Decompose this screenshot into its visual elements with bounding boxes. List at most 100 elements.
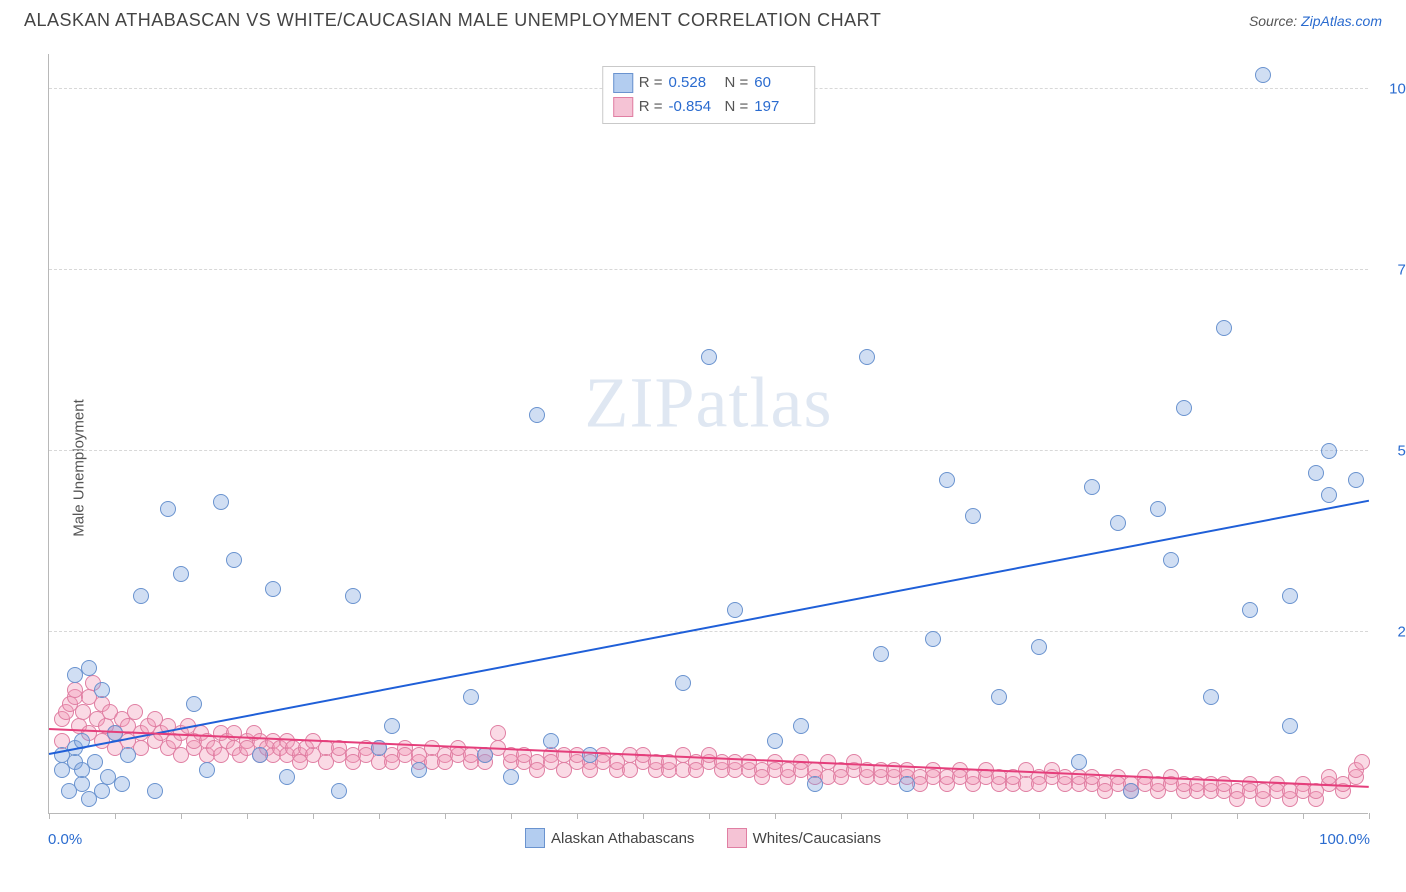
scatter-point	[1150, 501, 1166, 517]
scatter-point	[87, 754, 103, 770]
scatter-point	[94, 682, 110, 698]
x-tick-mark	[709, 813, 710, 819]
scatter-point	[213, 494, 229, 510]
gridline	[49, 450, 1368, 451]
x-tick-mark	[1303, 813, 1304, 819]
n-value: 197	[754, 95, 804, 119]
source-link[interactable]: ZipAtlas.com	[1301, 13, 1382, 29]
x-tick-mark	[841, 813, 842, 819]
y-tick-label: 50.0%	[1376, 443, 1406, 460]
x-tick-mark	[49, 813, 50, 819]
r-value: 0.528	[669, 71, 719, 95]
scatter-point	[160, 501, 176, 517]
scatter-point	[1282, 718, 1298, 734]
x-tick-mark	[643, 813, 644, 819]
chart-title: ALASKAN ATHABASCAN VS WHITE/CAUCASIAN MA…	[24, 10, 881, 31]
scatter-point	[529, 407, 545, 423]
gridline	[49, 269, 1368, 270]
scatter-point	[1321, 443, 1337, 459]
x-tick-mark	[1237, 813, 1238, 819]
bottom-legend: Alaskan Athabascans Whites/Caucasians	[0, 828, 1406, 852]
scatter-point	[1110, 515, 1126, 531]
scatter-point	[384, 718, 400, 734]
scatter-point	[1123, 783, 1139, 799]
scatter-point	[133, 588, 149, 604]
scatter-point	[1176, 400, 1192, 416]
scatter-point	[939, 472, 955, 488]
scatter-point	[186, 696, 202, 712]
scatter-point	[1255, 67, 1271, 83]
stats-row: R = -0.854 N = 197	[613, 95, 805, 119]
x-tick-mark	[1105, 813, 1106, 819]
scatter-point	[81, 660, 97, 676]
correlation-stats-box: R = 0.528 N = 60 R = -0.854 N = 197	[602, 66, 816, 124]
scatter-point	[543, 733, 559, 749]
scatter-point	[1354, 754, 1370, 770]
scatter-point	[173, 566, 189, 582]
scatter-point	[1084, 479, 1100, 495]
scatter-point	[1321, 487, 1337, 503]
x-tick-mark	[247, 813, 248, 819]
legend-item: Alaskan Athabascans	[525, 828, 694, 848]
y-tick-label: 100.0%	[1376, 81, 1406, 98]
scatter-point	[675, 675, 691, 691]
scatter-point	[1071, 754, 1087, 770]
gridline	[49, 631, 1368, 632]
x-tick-mark	[1171, 813, 1172, 819]
scatter-point	[793, 718, 809, 734]
x-tick-mark	[577, 813, 578, 819]
series-swatch	[613, 73, 633, 93]
scatter-point	[1031, 639, 1047, 655]
scatter-point	[279, 769, 295, 785]
scatter-point	[345, 588, 361, 604]
scatter-point	[582, 747, 598, 763]
scatter-point	[859, 349, 875, 365]
series-swatch	[613, 97, 633, 117]
scatter-point	[463, 689, 479, 705]
scatter-point	[120, 747, 136, 763]
x-tick-mark	[181, 813, 182, 819]
chart-source: Source: ZipAtlas.com	[1249, 13, 1382, 29]
y-tick-label: 75.0%	[1376, 262, 1406, 279]
r-value: -0.854	[669, 95, 719, 119]
scatter-point	[199, 762, 215, 778]
scatter-point	[727, 602, 743, 618]
scatter-point	[490, 725, 506, 741]
x-tick-mark	[313, 813, 314, 819]
scatter-point	[873, 646, 889, 662]
x-tick-mark	[907, 813, 908, 819]
scatter-point	[127, 704, 143, 720]
scatter-point	[114, 776, 130, 792]
scatter-point	[226, 552, 242, 568]
watermark: ZIPatlas	[585, 362, 833, 445]
n-value: 60	[754, 71, 804, 95]
scatter-point	[701, 349, 717, 365]
x-tick-mark	[973, 813, 974, 819]
trend-line	[49, 500, 1369, 755]
scatter-point	[477, 747, 493, 763]
chart-wrap: Male Unemployment ZIPatlas R = 0.528 N =…	[0, 44, 1406, 892]
chart-header: ALASKAN ATHABASCAN VS WHITE/CAUCASIAN MA…	[0, 0, 1406, 37]
scatter-point	[1203, 689, 1219, 705]
legend-swatch	[727, 828, 747, 848]
scatter-point	[1216, 320, 1232, 336]
scatter-point	[265, 581, 281, 597]
scatter-point	[252, 747, 268, 763]
legend-label: Alaskan Athabascans	[551, 830, 694, 847]
legend-label: Whites/Caucasians	[753, 830, 881, 847]
y-tick-label: 25.0%	[1376, 624, 1406, 641]
scatter-point	[503, 769, 519, 785]
scatter-point	[411, 762, 427, 778]
scatter-point	[925, 631, 941, 647]
x-tick-mark	[511, 813, 512, 819]
x-tick-mark	[379, 813, 380, 819]
scatter-point	[147, 783, 163, 799]
scatter-point	[899, 776, 915, 792]
legend-swatch	[525, 828, 545, 848]
scatter-point	[1242, 602, 1258, 618]
x-tick-mark	[775, 813, 776, 819]
scatter-point	[807, 776, 823, 792]
scatter-point	[965, 508, 981, 524]
stats-row: R = 0.528 N = 60	[613, 71, 805, 95]
plot-area: ZIPatlas R = 0.528 N = 60 R = -0.854 N =…	[48, 54, 1368, 814]
